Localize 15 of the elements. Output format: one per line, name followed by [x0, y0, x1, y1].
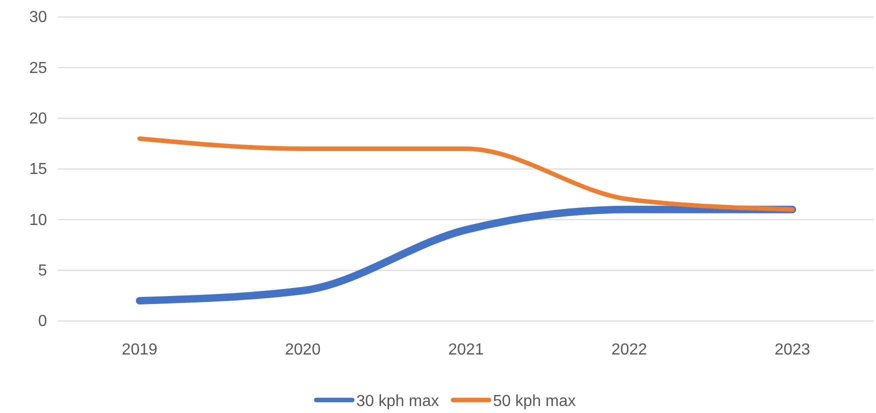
x-tick-label: 2023 [774, 341, 810, 358]
line-series [137, 136, 795, 212]
y-tick-label: 5 [38, 262, 48, 280]
legend-label: 30 kph max [356, 393, 439, 410]
x-tick-label: 2019 [122, 341, 158, 358]
x-tick-label: 2021 [448, 341, 484, 358]
y-tick-label: 20 [29, 110, 48, 128]
y-tick-label: 25 [29, 60, 48, 77]
y-tick-label: 0 [38, 313, 48, 330]
x-tick-label: 2022 [611, 341, 648, 358]
x-tick-label: 2020 [285, 341, 321, 358]
y-tick-label: 10 [29, 212, 48, 229]
legend-label: 50 kph max [493, 393, 576, 410]
y-tick-label: 15 [29, 161, 48, 178]
y-tick-label: 30 [29, 9, 48, 26]
